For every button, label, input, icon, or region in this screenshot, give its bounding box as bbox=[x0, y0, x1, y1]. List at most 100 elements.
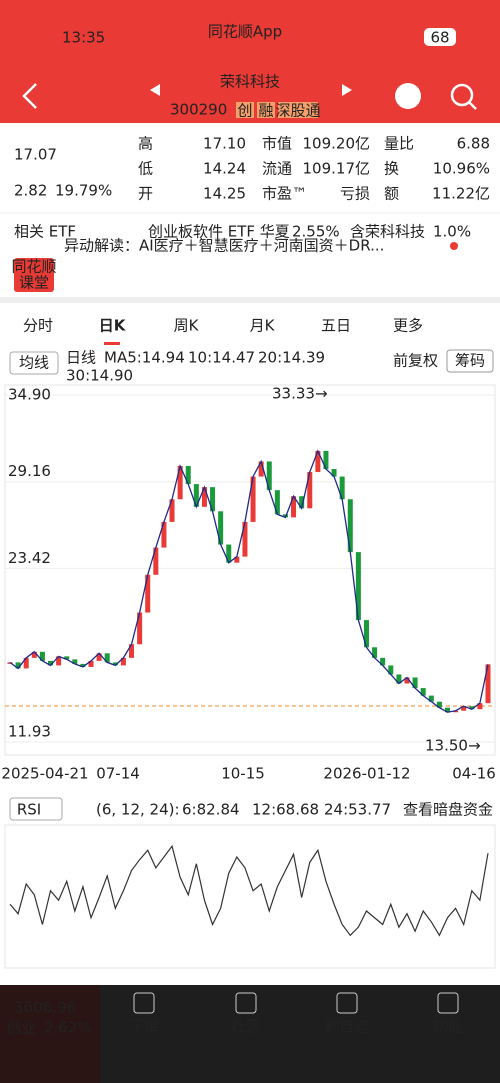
rsi-params: (6, 12, 24): bbox=[96, 801, 180, 819]
status-time: 13:35 bbox=[62, 29, 105, 47]
x-tick-label: 10-15 bbox=[221, 765, 265, 783]
high-label: 33.33→ bbox=[272, 385, 328, 403]
index-bg bbox=[0, 985, 100, 1083]
etf-hold-pct: 1.0% bbox=[433, 223, 471, 241]
low-label: 13.50→ bbox=[425, 737, 481, 755]
x-tick-label: 07-14 bbox=[96, 765, 140, 783]
tag: 深股通 bbox=[275, 102, 320, 120]
price: 17.07 bbox=[14, 146, 57, 164]
quote-label: 流通 bbox=[262, 160, 292, 178]
rsi-name[interactable]: RSI bbox=[17, 801, 41, 819]
ma-value: 20:14.39 bbox=[258, 349, 325, 367]
tag-bg bbox=[257, 102, 275, 118]
candle bbox=[201, 487, 207, 507]
back-icon[interactable] bbox=[22, 83, 37, 109]
etf-hold: 含荣科科技 bbox=[350, 223, 425, 241]
x-tick-label: 2025-04-21 bbox=[1, 765, 88, 783]
y-tick-label: 29.16 bbox=[8, 462, 51, 480]
quote-value: 10.96% bbox=[433, 160, 490, 178]
x-tick-label: 04-16 bbox=[452, 765, 496, 783]
nav-item[interactable]: 社区 bbox=[231, 1018, 261, 1036]
quote-value: 11.22亿 bbox=[432, 185, 490, 203]
ma-button-label[interactable]: 均线 bbox=[19, 354, 49, 372]
quote-value: 109.20亿 bbox=[303, 135, 371, 153]
news-text[interactable]: 异动解读：AI医疗＋智慧医疗＋河南国资＋DR... bbox=[64, 237, 384, 255]
ma-button[interactable] bbox=[9, 351, 59, 375]
tag: 融 bbox=[258, 102, 273, 120]
nav-item[interactable]: 删自选 bbox=[324, 1018, 369, 1036]
candle bbox=[120, 657, 126, 666]
candle bbox=[234, 556, 240, 563]
nav-icon[interactable] bbox=[133, 992, 155, 1014]
tab[interactable]: 日K bbox=[99, 317, 127, 335]
candle bbox=[485, 664, 491, 704]
tab[interactable]: 分时 bbox=[23, 317, 53, 335]
candle bbox=[380, 657, 386, 666]
candle bbox=[210, 487, 216, 512]
candle bbox=[31, 651, 37, 658]
quote-label: 高 bbox=[138, 135, 153, 153]
candle bbox=[355, 552, 361, 621]
candle bbox=[444, 707, 450, 713]
candle bbox=[64, 656, 70, 660]
x-tick-label: 2026-01-12 bbox=[323, 765, 410, 783]
candle bbox=[145, 574, 151, 613]
candle bbox=[250, 476, 256, 522]
candle bbox=[412, 677, 418, 689]
ma-value: 10:14.47 bbox=[188, 349, 255, 367]
robot-icon[interactable] bbox=[395, 83, 421, 109]
badge-top: 同花顺 bbox=[11, 258, 56, 276]
chips-button[interactable] bbox=[446, 349, 494, 373]
candle bbox=[469, 706, 475, 710]
quote-value: 14.25 bbox=[203, 185, 246, 203]
nav-item[interactable]: 下单 bbox=[129, 1018, 159, 1036]
candle bbox=[23, 657, 29, 669]
search-icon[interactable] bbox=[450, 83, 474, 107]
candle bbox=[428, 695, 434, 702]
candle bbox=[323, 450, 329, 470]
candle bbox=[242, 521, 248, 557]
candle bbox=[315, 450, 321, 473]
quote-label: 量比 bbox=[384, 135, 414, 153]
nav-item[interactable]: 功能 bbox=[433, 1018, 463, 1036]
stock-name: 荣科科技 bbox=[220, 73, 280, 91]
close-line bbox=[9, 449, 489, 713]
y-tick-label: 23.42 bbox=[8, 549, 51, 567]
tag: 创 bbox=[237, 102, 252, 120]
etf-name[interactable]: 创业板软件 ETF 华夏 bbox=[148, 223, 290, 241]
tab[interactable]: 周K bbox=[174, 317, 200, 335]
news-badge bbox=[14, 258, 54, 292]
rsi-link[interactable]: 查看暗盘资金 bbox=[403, 801, 493, 819]
battery bbox=[424, 28, 456, 46]
candle bbox=[363, 620, 369, 648]
quote-label: 市值 bbox=[262, 135, 292, 153]
candle bbox=[331, 469, 337, 477]
tab[interactable]: 更多 bbox=[393, 317, 423, 335]
candle bbox=[461, 706, 467, 711]
rsi-button[interactable] bbox=[9, 797, 63, 821]
adjust[interactable]: 前复权 bbox=[393, 352, 438, 370]
search-icon-handle bbox=[468, 101, 477, 110]
tab[interactable]: 月K bbox=[250, 317, 276, 335]
index-value: 3606.96 bbox=[14, 999, 76, 1017]
change: 2.82 bbox=[14, 182, 47, 200]
tab[interactable]: 五日 bbox=[321, 317, 351, 335]
tag-bg bbox=[278, 102, 318, 118]
rsi-frame bbox=[4, 824, 496, 969]
quote-value: 6.88 bbox=[457, 135, 490, 153]
kline-frame bbox=[4, 384, 496, 756]
quote-value: 17.10 bbox=[203, 135, 246, 153]
nav-icon[interactable] bbox=[235, 992, 257, 1014]
rsi-value: 12:68.68 bbox=[252, 801, 319, 819]
nav-icon[interactable] bbox=[437, 992, 459, 1014]
candle bbox=[299, 496, 305, 509]
etf-label[interactable]: 相关 ETF bbox=[14, 223, 76, 241]
index-name: 创业 bbox=[6, 1019, 36, 1037]
candle bbox=[477, 703, 483, 710]
candle bbox=[15, 662, 21, 669]
candle bbox=[339, 476, 345, 500]
chips[interactable]: 筹码 bbox=[455, 352, 485, 370]
nav-icon[interactable] bbox=[336, 992, 358, 1014]
tag-bg bbox=[236, 102, 254, 118]
